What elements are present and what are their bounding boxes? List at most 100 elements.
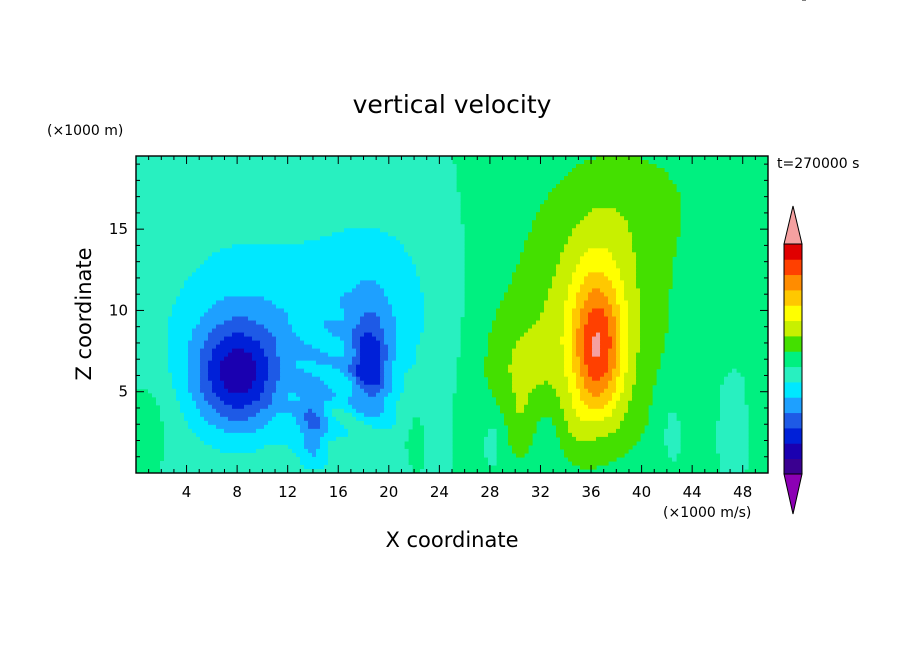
contour-cell — [136, 312, 173, 318]
contour-cell — [256, 368, 269, 374]
contour-cell — [632, 388, 653, 394]
contour-cell — [216, 408, 261, 414]
contour-cell — [612, 284, 625, 290]
contour-cell — [560, 256, 581, 261]
contour-cell — [508, 288, 549, 294]
contour-cell — [284, 308, 345, 314]
contour-cell — [264, 380, 277, 386]
contour-cell — [328, 456, 409, 462]
contour-cell — [720, 396, 745, 402]
contour-cell — [136, 296, 177, 302]
contour-cell — [584, 384, 609, 390]
contour-cell — [216, 324, 265, 330]
contour-cell — [136, 256, 209, 261]
contour-cell — [424, 452, 453, 458]
contour-cell — [620, 352, 629, 358]
contour-cell — [136, 200, 461, 205]
contour-cell — [600, 376, 613, 382]
contour-cell — [152, 392, 177, 398]
contour-cell — [572, 280, 585, 285]
contour-cell — [396, 356, 417, 362]
contour-cell — [640, 324, 669, 330]
contour-cell — [556, 388, 569, 394]
contour-cell — [192, 396, 205, 402]
contour-cell — [536, 320, 565, 326]
contour-cell — [668, 412, 677, 418]
contour-cell — [720, 468, 745, 474]
contour-cell — [380, 316, 397, 322]
contour-cell — [484, 444, 497, 450]
contour-cell — [168, 340, 189, 346]
plot-area — [135, 155, 769, 474]
contour-cell — [620, 372, 625, 378]
contour-cell — [352, 356, 361, 362]
contour-cell — [296, 364, 333, 370]
contour-cell — [172, 376, 189, 382]
contour-cell — [572, 276, 585, 281]
contour-cell — [548, 296, 569, 302]
contour-cell — [364, 420, 397, 426]
contour-cell — [328, 428, 349, 434]
contour-cell — [624, 380, 637, 386]
contour-cell — [136, 236, 321, 241]
contour-cell — [560, 400, 573, 406]
contour-cell — [584, 376, 593, 382]
contour-cell — [220, 340, 261, 346]
x-tick-label: 32 — [531, 483, 550, 501]
contour-cell — [176, 296, 225, 302]
contour-cell — [200, 316, 233, 322]
contour-cell — [136, 328, 169, 334]
contour-cell — [168, 364, 189, 370]
contour-cell — [608, 328, 617, 334]
contour-cell — [264, 348, 277, 354]
contour-cell — [664, 436, 681, 442]
contour-cell — [608, 432, 641, 438]
contour-cell — [664, 432, 681, 438]
contour-cell — [624, 376, 637, 382]
contour-cell — [396, 236, 465, 241]
contour-cell — [360, 360, 381, 366]
contour-cell — [636, 268, 673, 273]
contour-cell — [200, 436, 305, 442]
contour-cell — [584, 400, 609, 406]
contour-cell — [572, 404, 589, 410]
contour-cell — [588, 316, 609, 322]
contour-cell — [616, 324, 621, 330]
contour-cell — [420, 280, 465, 285]
contour-cell — [568, 284, 581, 290]
contour-cell — [160, 460, 301, 466]
contour-cell — [208, 360, 221, 366]
contour-cell — [608, 364, 617, 370]
contour-cell — [168, 328, 193, 334]
contour-cell — [616, 260, 637, 265]
contour-cell — [204, 440, 305, 446]
contour-cell — [292, 448, 309, 454]
contour-cell — [168, 348, 189, 354]
contour-cell — [168, 332, 193, 338]
contour-cell — [608, 276, 621, 281]
contour-cell — [136, 384, 173, 390]
contour-cell — [160, 412, 185, 418]
contour-cell — [288, 312, 345, 318]
contour-cell — [392, 368, 409, 374]
contour-cell — [592, 348, 601, 354]
contour-cell — [548, 196, 681, 201]
contour-cell — [576, 408, 613, 414]
contour-cell — [620, 324, 629, 330]
contour-cell — [136, 364, 169, 370]
contour-cell — [256, 372, 269, 378]
contour-cell — [344, 292, 385, 298]
contour-cell — [136, 356, 169, 362]
contour-cell — [616, 352, 621, 358]
contour-cell — [212, 388, 229, 394]
contour-cell — [576, 336, 585, 342]
contour-cell — [272, 396, 289, 402]
contour-cell — [184, 280, 361, 285]
contour-cell — [572, 168, 665, 173]
contour-cell — [136, 240, 305, 245]
contour-cell — [488, 384, 513, 390]
contour-cell — [484, 448, 497, 454]
contour-cell — [296, 360, 317, 366]
contour-cell — [572, 432, 609, 438]
contour-cell — [304, 436, 321, 442]
